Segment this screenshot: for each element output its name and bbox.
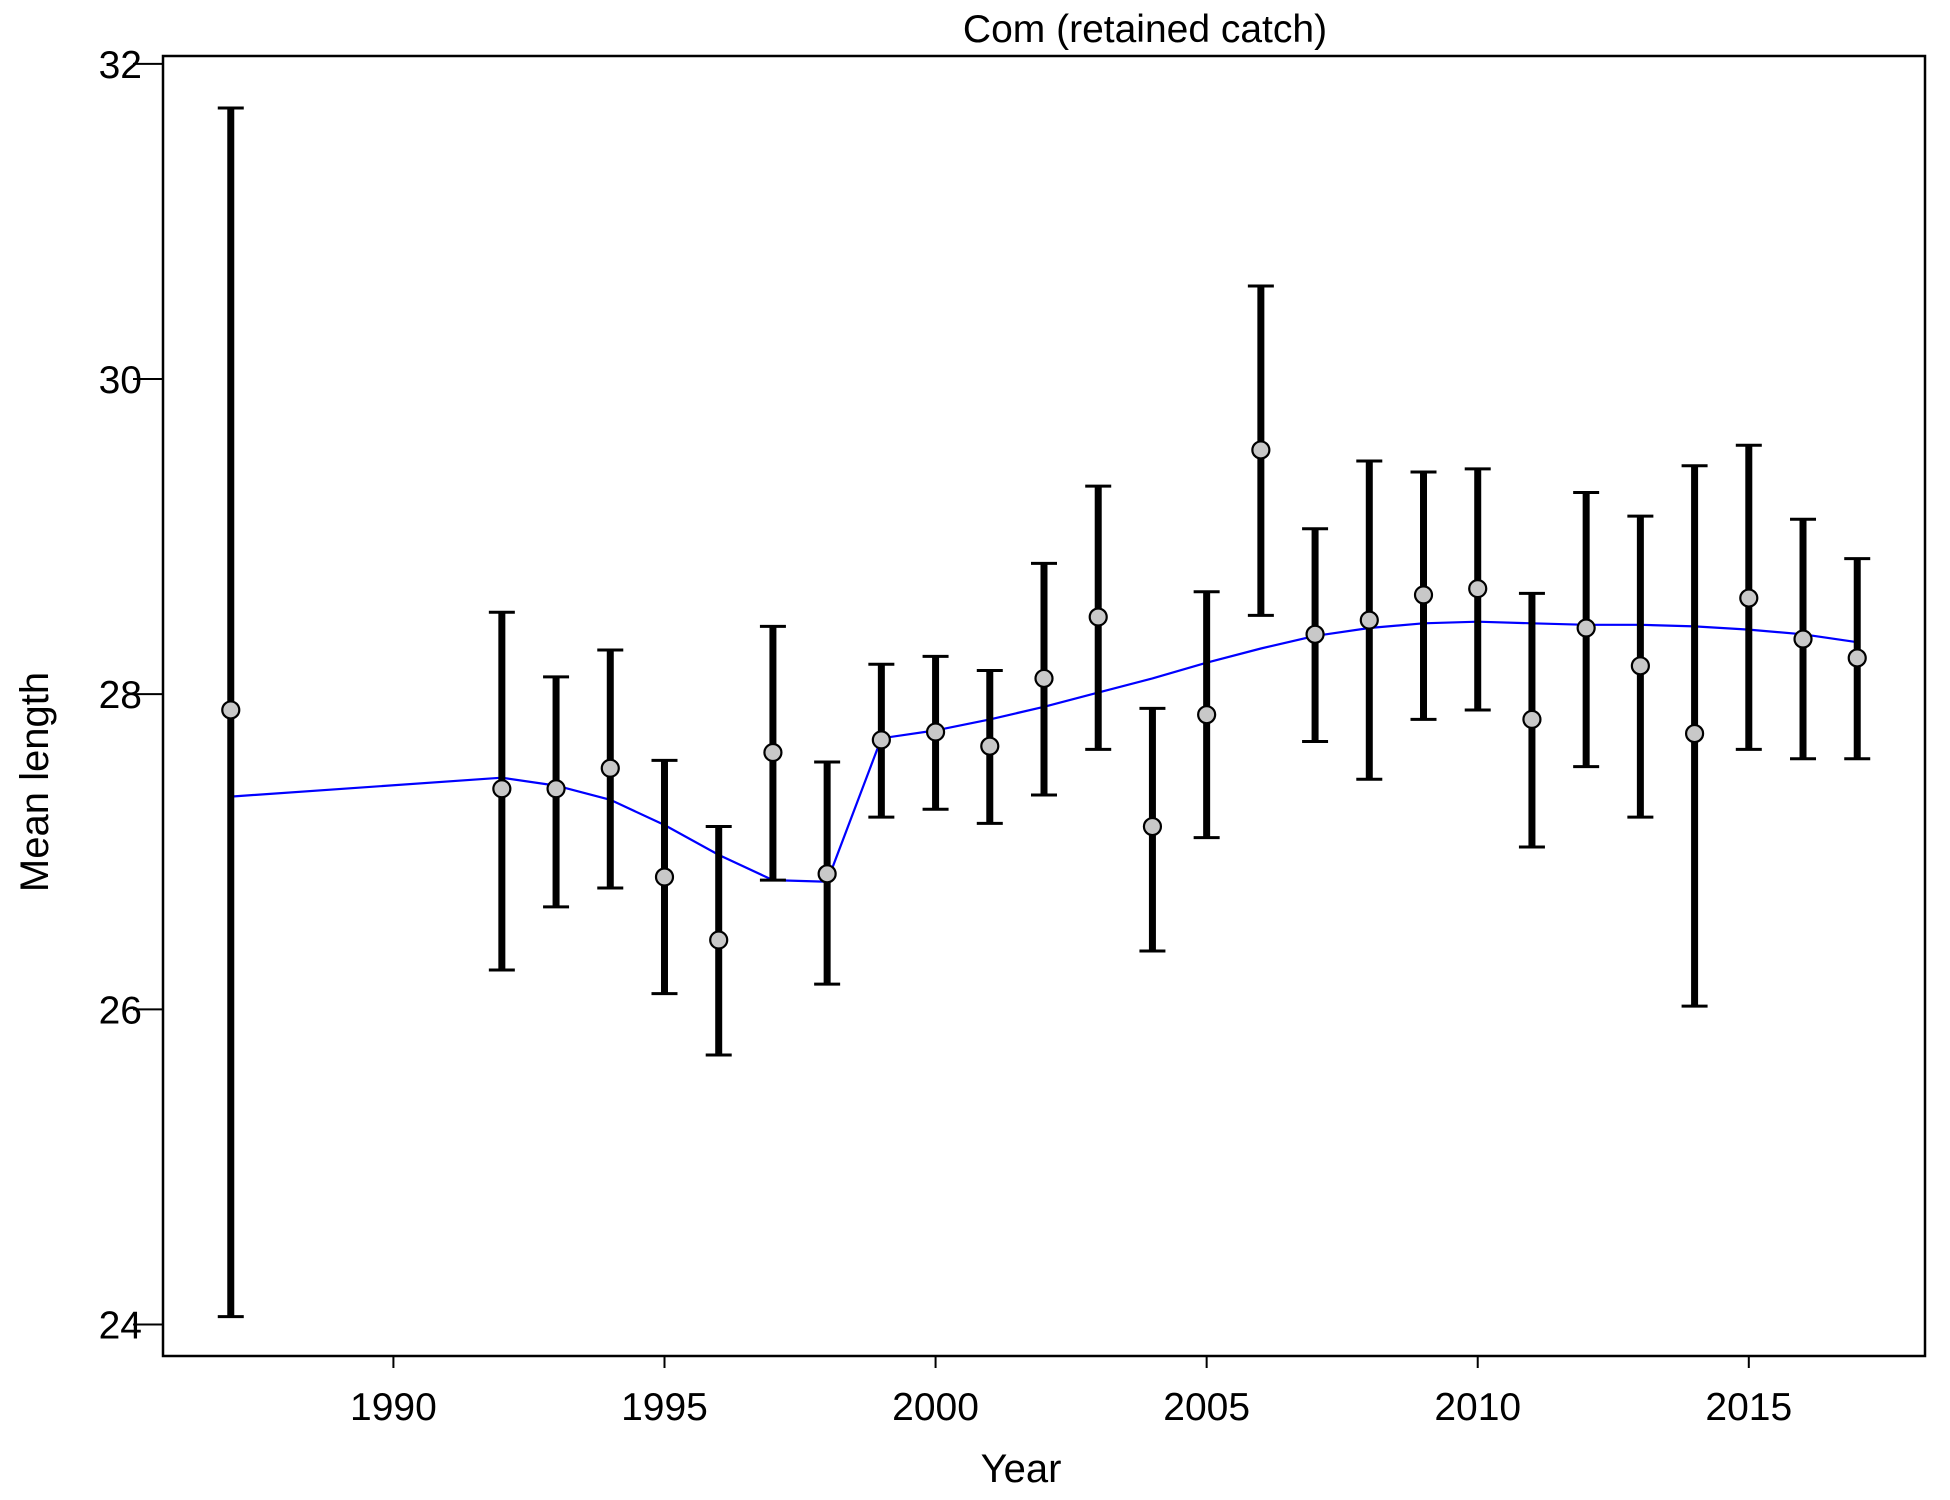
x-tick-label: 2000 bbox=[892, 1386, 979, 1429]
plot-frame bbox=[161, 54, 1927, 1358]
data-point bbox=[546, 779, 566, 799]
data-point bbox=[925, 722, 946, 742]
fit-line bbox=[230, 620, 1858, 883]
point-layer bbox=[221, 440, 1867, 950]
y-tick-label: 30 bbox=[99, 359, 142, 402]
fit-layer bbox=[230, 620, 1858, 883]
data-point bbox=[763, 742, 783, 763]
y-axis: 24 26 28 30 32 bbox=[99, 44, 163, 1347]
x-tick-label: 2005 bbox=[1163, 1386, 1250, 1429]
x-axis-label: Year bbox=[981, 1447, 1062, 1491]
y-axis-label: Mean length bbox=[13, 672, 57, 892]
data-point bbox=[492, 779, 512, 799]
data-point bbox=[1034, 668, 1054, 689]
data-point bbox=[221, 700, 241, 720]
data-point bbox=[1522, 709, 1542, 729]
data-point bbox=[1142, 816, 1163, 837]
x-tick-label: 2010 bbox=[1434, 1386, 1521, 1429]
y-tick-label: 28 bbox=[99, 674, 142, 717]
data-point bbox=[1684, 723, 1705, 744]
data-point bbox=[1468, 579, 1488, 599]
data-point bbox=[1739, 588, 1759, 608]
data-point bbox=[1359, 610, 1379, 630]
data-point bbox=[709, 930, 729, 950]
x-tick-label: 2015 bbox=[1705, 1386, 1792, 1429]
data-point bbox=[1305, 624, 1325, 644]
y-tick-label: 32 bbox=[99, 44, 142, 87]
data-point bbox=[817, 864, 837, 884]
data-point bbox=[600, 758, 620, 778]
data-point bbox=[1251, 440, 1271, 460]
x-axis: 1990 1995 2000 2005 2010 2015 bbox=[350, 1356, 1792, 1429]
data-point bbox=[654, 867, 675, 887]
data-point bbox=[1088, 607, 1108, 627]
data-point bbox=[1630, 656, 1650, 676]
data-point bbox=[980, 736, 1000, 756]
x-tick-label: 1995 bbox=[621, 1386, 708, 1429]
data-point bbox=[1576, 618, 1596, 638]
data-point bbox=[1793, 629, 1813, 649]
data-point bbox=[1847, 648, 1867, 668]
y-tick-label: 24 bbox=[99, 1304, 142, 1347]
data-point bbox=[1197, 705, 1217, 725]
y-tick-label: 26 bbox=[99, 989, 142, 1032]
x-tick-label: 1990 bbox=[350, 1386, 437, 1429]
data-point bbox=[871, 730, 891, 750]
errbar-layer bbox=[217, 106, 1871, 1319]
chart-title: Com (retained catch) bbox=[963, 8, 1327, 51]
data-point bbox=[1413, 585, 1434, 605]
